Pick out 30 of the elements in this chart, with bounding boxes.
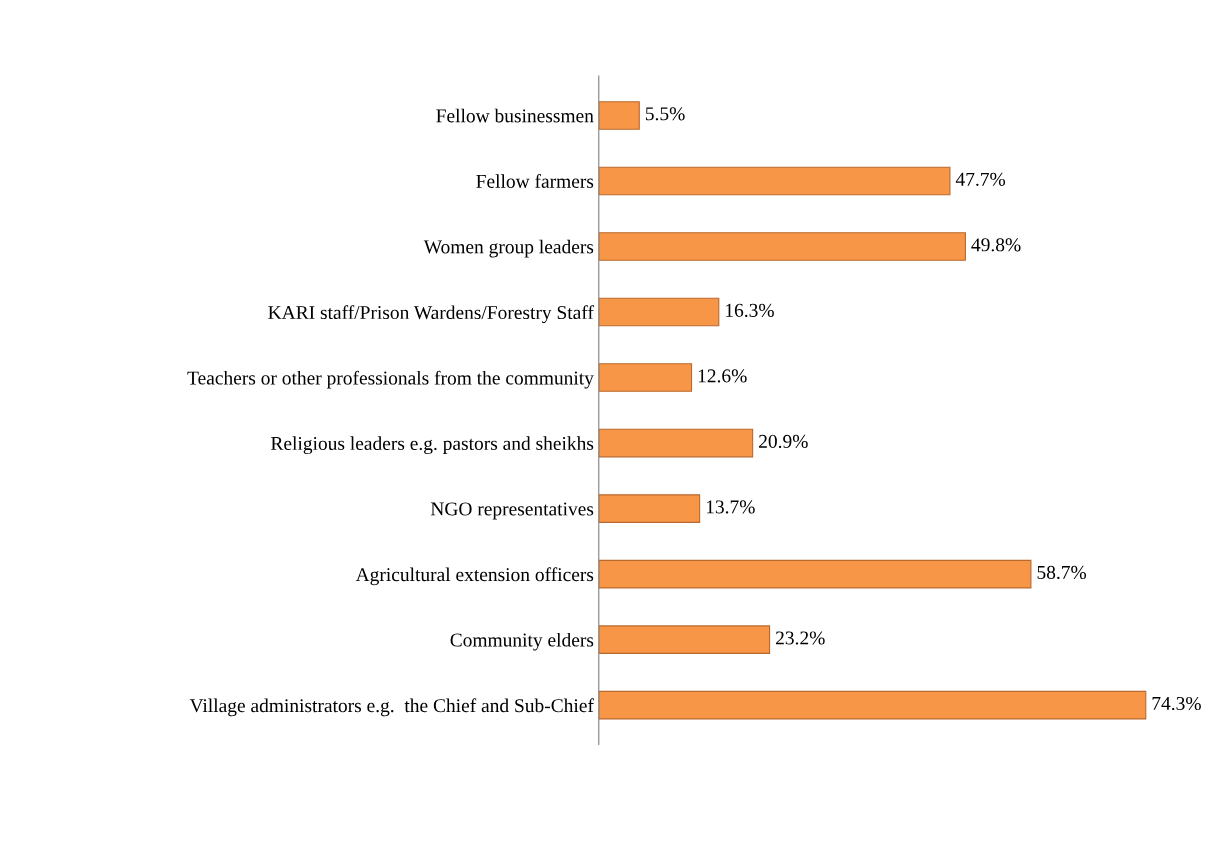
bar [598,559,1032,589]
bar [598,428,754,458]
data-label: 20.9% [759,434,808,449]
y-tick-label: Agricultural extension officers [355,567,594,586]
y-tick-label: Fellow farmers [476,174,594,188]
data-label: 16.3% [726,303,774,317]
y-tick-label: KARI staff/Prison Wardens/Forestry Staff [268,305,594,324]
y-tick-label: Women group leaders [423,239,594,258]
y-tick-label: Fellow businessmen [436,108,594,123]
data-label: 49.8% [971,238,1021,252]
y-tick-label: Religious leaders e.g. pastors and sheikhs [270,436,594,455]
data-label: 74.3% [1152,696,1201,711]
data-label: 23.2% [775,631,825,645]
y-tick-label: NGO representatives [430,502,594,520]
data-label: 13.7% [706,500,755,514]
bar [598,232,966,261]
data-label: 12.6% [698,369,747,383]
y-tick-label: Teachers or other professionals from the community [187,370,594,389]
bar [598,166,951,196]
y-tick-label: Village administrators e.g. the Chief and Sub-Chief [189,698,594,717]
bar [598,297,720,327]
data-label: 5.5% [645,107,685,121]
data-label: 47.7% [955,172,1006,186]
bar [598,494,701,523]
bar [598,690,1147,720]
y-tick-label: Community elders [450,632,594,651]
data-label: 58.7% [1037,565,1087,580]
bar [598,363,693,392]
bar [598,101,640,130]
bar [598,625,771,654]
